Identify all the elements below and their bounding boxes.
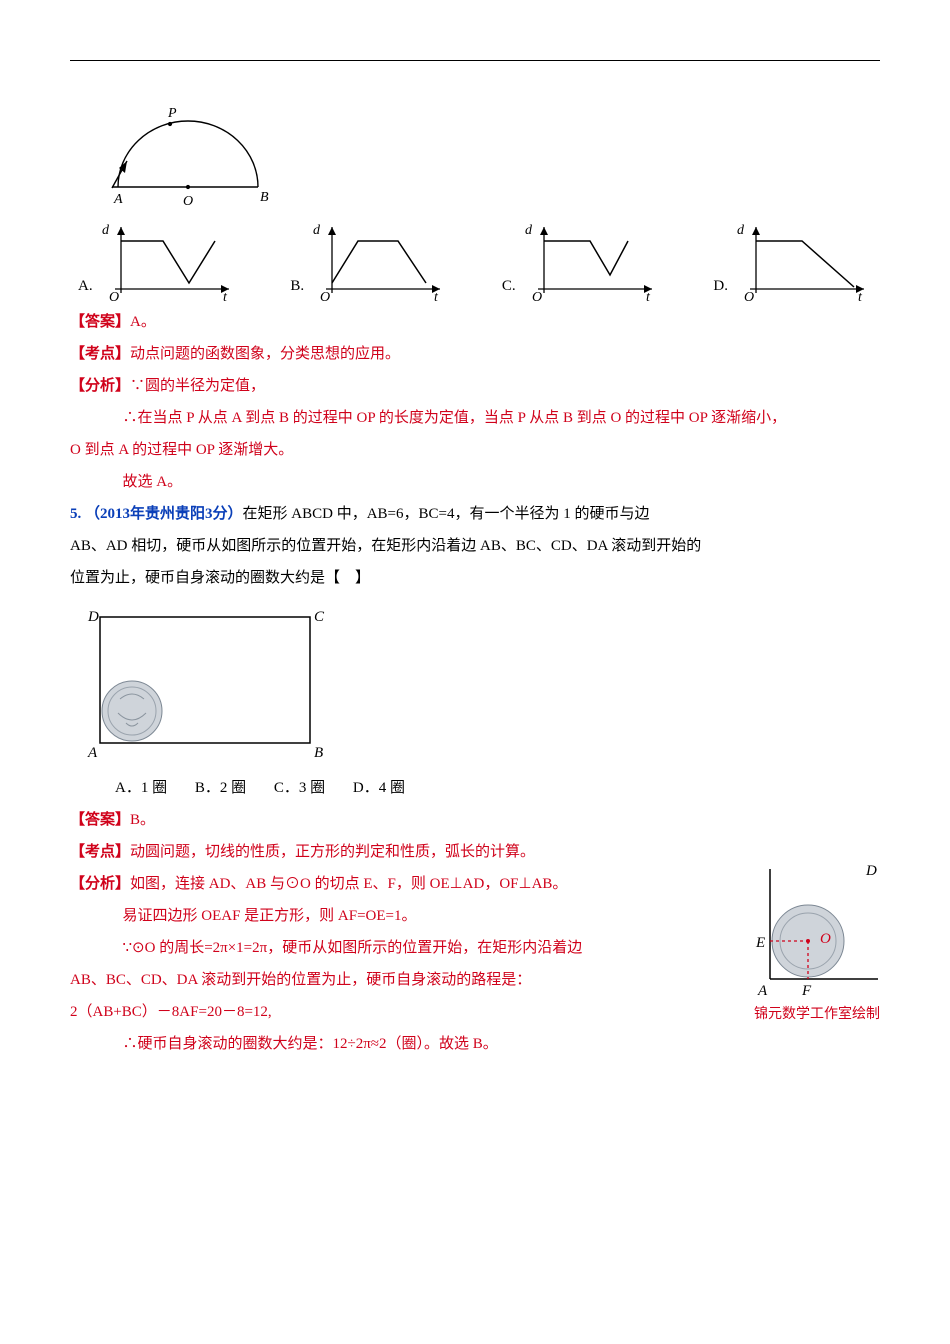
svg-text:t: t <box>646 290 651 301</box>
q5-answer: 【答案】B。 <box>70 805 880 835</box>
svg-text:O: O <box>109 290 119 301</box>
svg-text:t: t <box>434 290 439 301</box>
q4-fenxi-l2: ∴在当点 P 从点 A 到点 B 的过程中 OP 的长度为定值，当点 P 从点 … <box>70 403 880 433</box>
svg-text:F: F <box>801 983 812 999</box>
svg-text:E: E <box>755 935 765 951</box>
option-D-label: D. <box>713 271 728 301</box>
label-A: A <box>113 192 123 207</box>
svg-text:D: D <box>865 863 877 879</box>
rectangle-coin-svg: D C A B <box>70 603 330 763</box>
option-B: B. d O t <box>290 221 448 301</box>
graph-B: d O t <box>308 221 448 301</box>
q5-fenxi-l6: ∴硬币自身滚动的圈数大约是：12÷2π≈2（圈）。故选 B。 <box>70 1029 880 1059</box>
option-A-label: A. <box>78 271 93 301</box>
answer-tag: 【答案】 <box>70 314 130 330</box>
svg-text:C: C <box>314 609 325 625</box>
choice-C: C．3 圈 <box>274 780 325 796</box>
option-A: A. d O t <box>78 221 237 301</box>
svg-text:d: d <box>313 223 321 238</box>
svg-text:A: A <box>757 983 768 999</box>
corner-coin-svg: D E O A F <box>750 861 880 1001</box>
label-B: B <box>260 190 269 205</box>
kaodian-tag: 【考点】 <box>70 346 130 362</box>
q5-side-figure: D E O A F 锦元数学工作室绘制 <box>750 861 880 1029</box>
label-P: P <box>167 106 177 121</box>
q5-stem1: 在矩形 ABCD 中，AB=6，BC=4，有一个半径为 1 的硬币与边 <box>243 506 650 522</box>
label-O: O <box>183 194 193 209</box>
q5-source: （2013年贵州贵阳3分） <box>85 506 243 522</box>
svg-text:A: A <box>87 745 98 761</box>
option-C: C. d O t <box>502 221 660 301</box>
graph-A: d O t <box>97 221 237 301</box>
option-B-label: B. <box>290 271 304 301</box>
svg-text:d: d <box>102 223 110 238</box>
q5-stem-line2: AB、AD 相切，硬币从如图所示的位置开始，在矩形内沿着边 AB、BC、CD、D… <box>70 531 880 561</box>
option-D: D. d O t <box>713 221 872 301</box>
svg-text:D: D <box>87 609 99 625</box>
svg-text:O: O <box>532 290 542 301</box>
svg-text:d: d <box>737 223 745 238</box>
svg-text:O: O <box>744 290 754 301</box>
q4-fenxi-l4: 故选 A。 <box>70 467 880 497</box>
q5-choices: A．1 圈 B．2 圈 C．3 圈 D．4 圈 <box>70 773 880 803</box>
q5-analysis-block: D E O A F 锦元数学工作室绘制 【分析】如图，连接 AD、AB 与⊙O … <box>70 869 880 1061</box>
option-C-label: C. <box>502 271 516 301</box>
q4-fenxi-l3: O 到点 A 的过程中 OP 逐渐增大。 <box>70 435 880 465</box>
graph-C: d O t <box>520 221 660 301</box>
fenxi-tag: 【分析】 <box>70 378 130 394</box>
svg-text:O: O <box>820 931 831 947</box>
graph-D: d O t <box>732 221 872 301</box>
svg-text:t: t <box>858 290 863 301</box>
svg-text:B: B <box>314 745 323 761</box>
svg-text:O: O <box>320 290 330 301</box>
choice-B: B．2 圈 <box>195 780 246 796</box>
answer-value: A。 <box>130 314 156 330</box>
q5-stem-line1: 5. （2013年贵州贵阳3分）在矩形 ABCD 中，AB=6，BC=4，有一个… <box>70 499 880 529</box>
svg-text:d: d <box>525 223 533 238</box>
kaodian-value: 动点问题的函数图象，分类思想的应用。 <box>130 346 400 362</box>
choice-A: A．1 圈 <box>115 780 167 796</box>
semicircle-svg: P A O B <box>70 101 290 211</box>
semicircle-figure: P A O B <box>70 101 880 211</box>
svg-text:t: t <box>223 290 228 301</box>
choice-D: D．4 圈 <box>353 780 405 796</box>
q5-stem-line3: 位置为止，硬币自身滚动的圈数大约是【 】 <box>70 563 880 593</box>
q4-answer: 【答案】A。 <box>70 307 880 337</box>
q4-fenxi-l1: 【分析】∵圆的半径为定值， <box>70 371 880 401</box>
q5-figure: D C A B <box>70 603 880 763</box>
top-rule <box>70 60 880 61</box>
watermark-caption: 锦元数学工作室绘制 <box>750 1001 880 1029</box>
options-row: A. d O t B. d O t C. <box>70 221 880 301</box>
q4-kaodian: 【考点】动点问题的函数图象，分类思想的应用。 <box>70 339 880 369</box>
q5-number: 5. <box>70 506 85 522</box>
